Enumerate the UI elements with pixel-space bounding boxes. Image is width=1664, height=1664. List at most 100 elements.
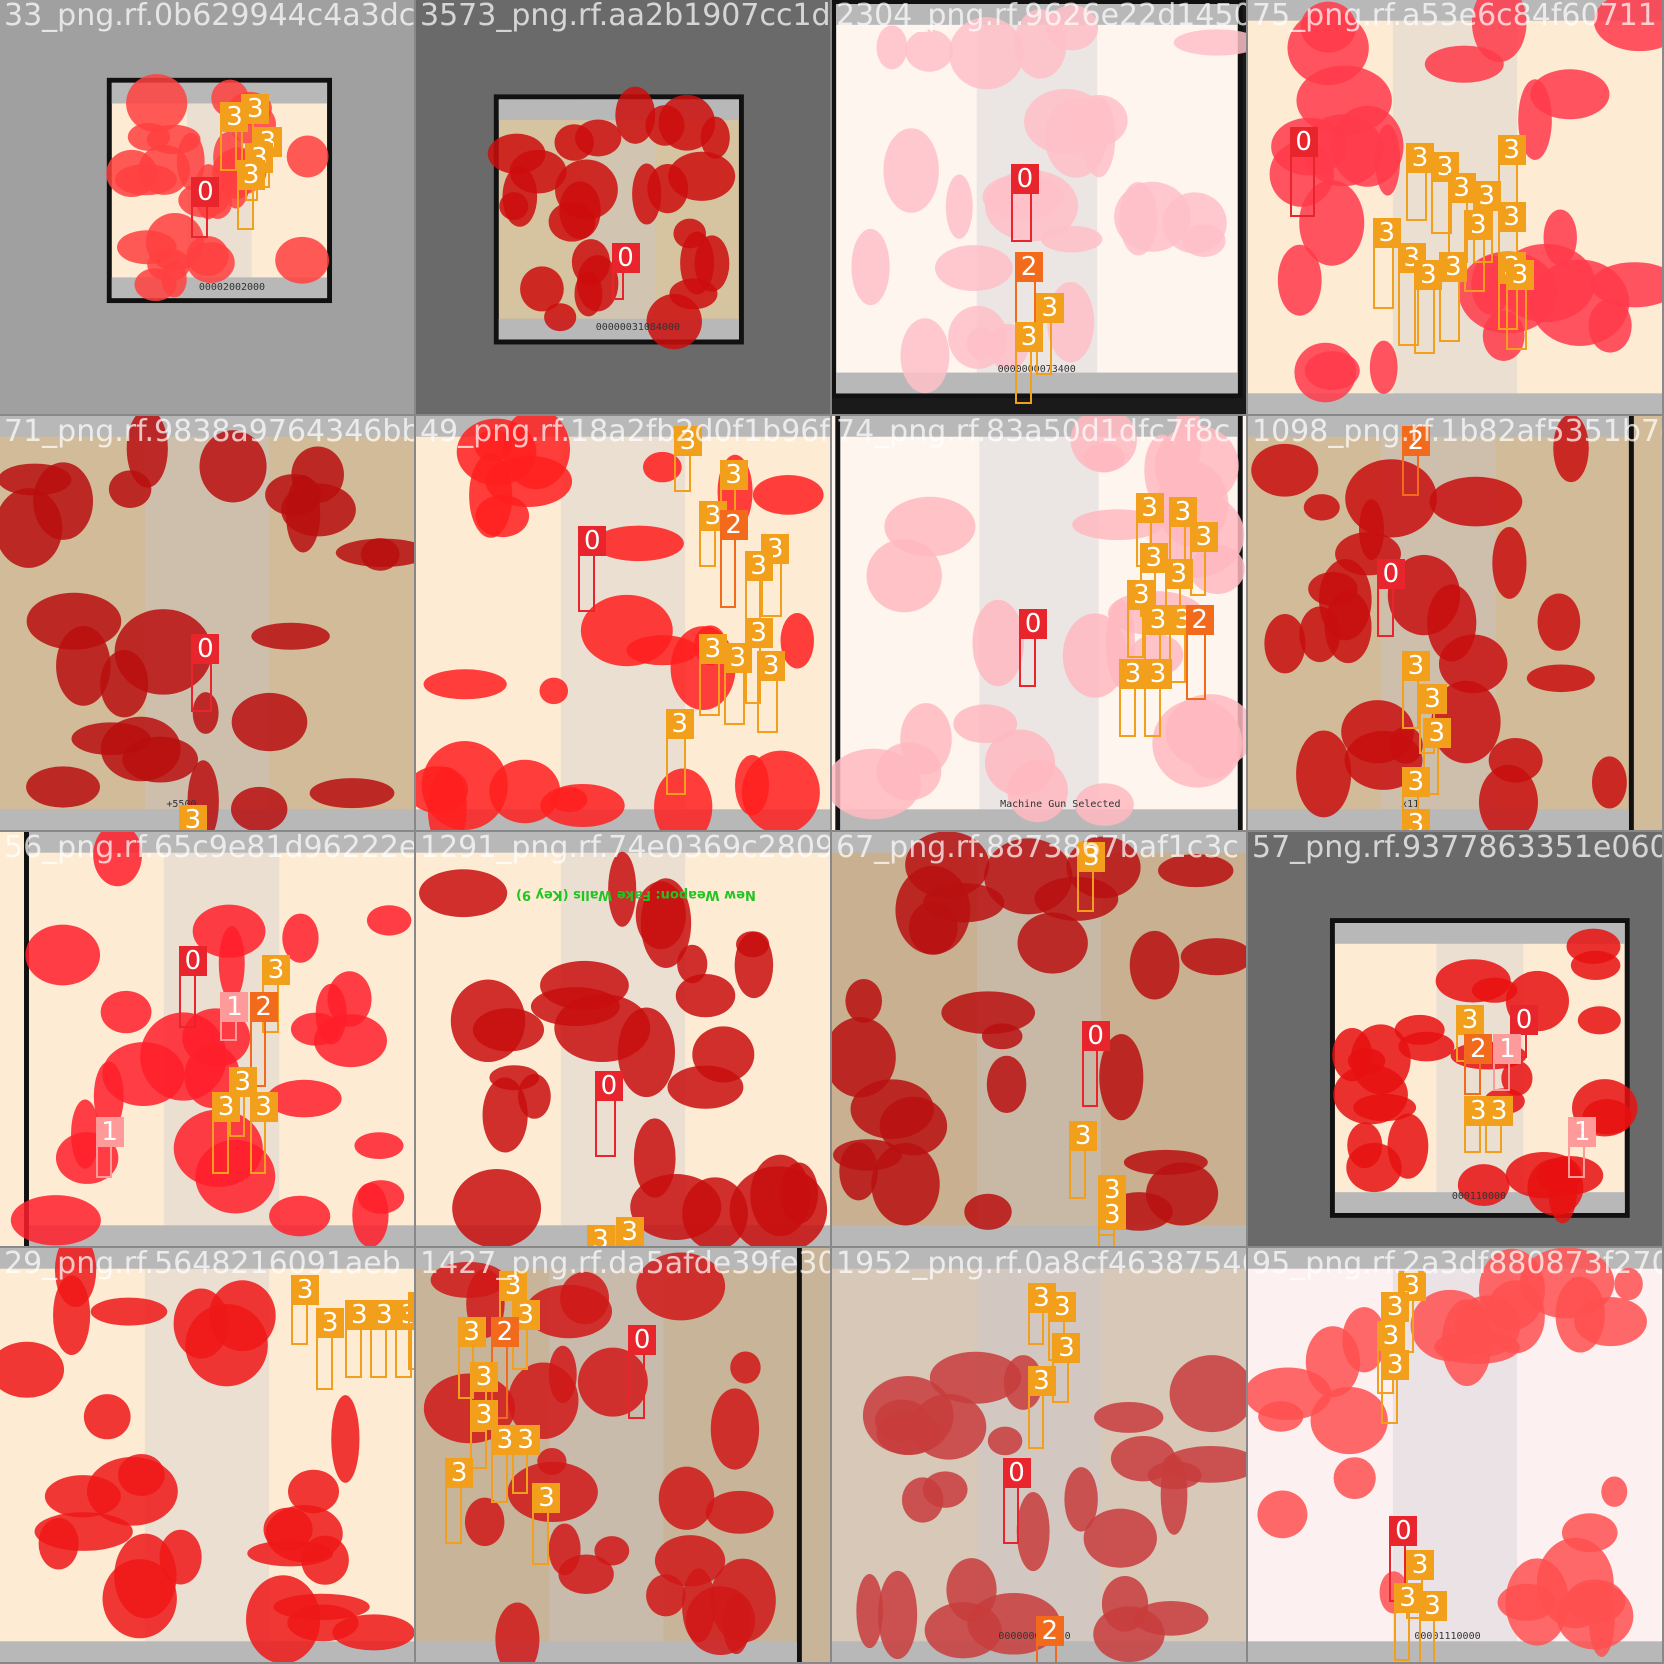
blood-splatter <box>335 538 414 567</box>
blood-splatter <box>520 266 564 312</box>
arena-wall-bottom <box>832 1225 1246 1246</box>
blood-splatter <box>108 470 152 508</box>
blood-splatter <box>508 1362 579 1440</box>
blood-splatter <box>705 1490 774 1534</box>
blood-splatter <box>138 144 190 195</box>
detection-box: 1 <box>220 992 249 1041</box>
blood-splatter <box>934 245 1013 291</box>
arena-wall-top <box>1248 416 1629 437</box>
detection-box: 3 <box>212 1091 241 1174</box>
detection-box: 3 <box>757 650 786 734</box>
blood-splatter <box>122 736 199 783</box>
blood-splatter <box>1345 459 1437 538</box>
detection-box: 3 <box>1414 259 1443 355</box>
blood-splatter <box>1429 476 1523 527</box>
detection-box: 2 <box>1015 251 1044 334</box>
blood-splatter <box>1064 1467 1098 1532</box>
detection-box: 0 <box>178 946 207 1029</box>
blood-splatter <box>93 832 142 887</box>
class-label: 3 <box>1144 659 1172 690</box>
blood-splatter <box>231 692 308 752</box>
detection-box: 3 <box>1144 605 1172 684</box>
class-label: 2 <box>1035 1616 1064 1647</box>
blood-splatter <box>632 163 662 225</box>
blood-splatter <box>161 260 187 298</box>
detection-box: 3 <box>1376 1320 1405 1395</box>
blood-splatter <box>1353 1093 1417 1122</box>
hud-text: x11 <box>1401 798 1420 810</box>
class-label: 3 <box>1439 251 1468 282</box>
blood-splatter <box>1277 244 1322 316</box>
mosaic-tile: 0 3 1 2 3 3 3 1 56_png.rf.65c9e81d96222e <box>0 832 414 1246</box>
class-label: 3 <box>407 1291 414 1322</box>
mosaic-tile: 000110000 3 0 2 1 3 3 1 57_png.rf.9377863351e060… <box>1248 832 1662 1246</box>
blood-splatter <box>1497 1583 1556 1621</box>
detection-box: 3 <box>1027 1283 1056 1345</box>
blood-splatter <box>102 1559 177 1639</box>
blood-splatter <box>559 181 601 240</box>
detection-box: 2 <box>1464 1033 1493 1095</box>
detection-box: 3 <box>1144 659 1172 738</box>
blood-splatter <box>1526 664 1595 693</box>
class-label: 3 <box>1048 1291 1077 1322</box>
detection-box: 3 <box>262 954 291 1033</box>
detection-box: 3 <box>1127 580 1156 659</box>
blood-splatter <box>1133 1600 1209 1636</box>
detection-box: 0 <box>191 176 220 238</box>
blood-splatter <box>1034 876 1119 921</box>
game-scene <box>0 1248 414 1662</box>
blood-splatter <box>273 1593 370 1620</box>
blood-splatter <box>636 1252 726 1321</box>
blood-splatter <box>866 539 942 613</box>
class-label: 1 <box>1568 1116 1597 1147</box>
blood-splatter <box>1302 114 1384 187</box>
detection-box: 3 <box>345 1299 374 1378</box>
blood-splatter <box>450 979 526 1063</box>
detection-box: 2 <box>1185 605 1214 700</box>
blood-splatter <box>941 991 1036 1035</box>
hud-text: 000000010500 <box>998 1630 1071 1642</box>
detection-box: 3 <box>1069 1121 1098 1199</box>
blood-splatter <box>1110 1436 1176 1482</box>
class-label: 3 <box>615 1216 644 1246</box>
blood-splatter <box>100 650 149 718</box>
detection-box: 3 <box>1381 1349 1410 1424</box>
blood-splatter <box>126 74 188 133</box>
blood-splatter <box>1082 96 1116 178</box>
detection-box: 0 <box>594 1071 623 1158</box>
blood-splatter <box>845 978 883 1023</box>
blood-splatter <box>1614 1267 1643 1301</box>
blood-splatter <box>430 1261 507 1298</box>
blood-splatter <box>286 135 329 178</box>
class-label: 3 <box>249 1091 278 1122</box>
class-label: 3 <box>1414 259 1443 290</box>
blood-splatter <box>677 944 708 984</box>
blood-splatter <box>38 1517 79 1570</box>
blood-splatter <box>626 635 698 666</box>
detection-box: 0 <box>1081 1021 1110 1108</box>
blood-splatter <box>710 1388 760 1470</box>
detection-box: 3 <box>1119 659 1148 738</box>
blood-splatter <box>1083 1508 1157 1568</box>
mosaic-tile: +55000371_png.rf.9838a9764346bb <box>0 416 414 830</box>
detection-box: 0 <box>1019 609 1048 688</box>
detection-box: 3 <box>723 642 752 725</box>
class-label: 0 <box>1389 1516 1418 1547</box>
detection-box: 0 <box>1002 1458 1031 1545</box>
class-label: 3 <box>1069 1121 1098 1152</box>
blood-splatter <box>558 1554 614 1595</box>
mosaic-tile: 33333329_png.rf.5648216091aeb <box>0 1248 414 1662</box>
game-scene <box>0 416 414 830</box>
mosaic-tile: 00002002000 3 3 3 3 3 0 33_png.rf.0b629944c4a3d… <box>0 0 414 414</box>
class-label: 0 <box>578 526 607 557</box>
detection-box: 3 <box>470 1362 499 1432</box>
blood-splatter <box>26 766 100 808</box>
arena-wall-bottom <box>1248 1641 1662 1662</box>
blood-splatter <box>83 1394 131 1440</box>
blood-splatter <box>908 900 958 955</box>
detection-box: 3 <box>511 1424 540 1495</box>
class-label: 3 <box>1505 259 1534 290</box>
class-label: 3 <box>470 1362 499 1393</box>
blood-splatter <box>1173 29 1246 56</box>
game-scene <box>416 1248 802 1662</box>
